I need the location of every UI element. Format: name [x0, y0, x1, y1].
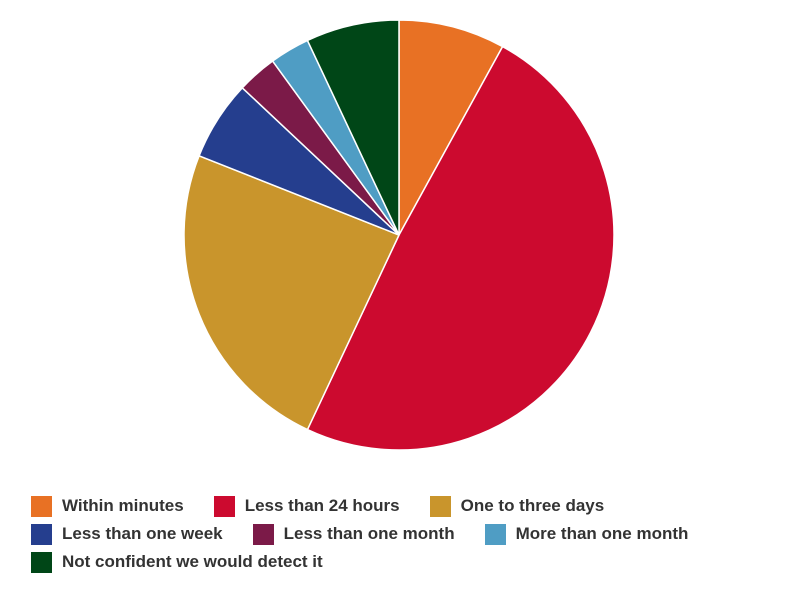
legend-label: One to three days — [460, 496, 605, 515]
pie-area — [183, 19, 615, 451]
legend-swatch — [213, 495, 235, 517]
pie-slice — [398, 19, 504, 236]
legend-label: More than one month — [515, 524, 689, 543]
legend-item[interactable]: Not confident we would detect it — [31, 551, 323, 573]
legend-item[interactable]: Less than one week — [31, 523, 223, 545]
legend-item[interactable]: More than one month — [484, 523, 689, 545]
legend-label: Within minutes — [62, 496, 184, 515]
legend-swatch — [252, 523, 274, 545]
legend-swatch — [31, 523, 52, 545]
legend-label: Less than one month — [283, 524, 455, 543]
legend-item[interactable]: Less than 24 hours — [213, 495, 400, 517]
legend-label: Not confident we would detect it — [62, 552, 323, 571]
legend-label: Less than 24 hours — [244, 496, 400, 515]
legend-swatch — [31, 551, 52, 573]
legend-item[interactable]: Within minutes — [31, 495, 184, 517]
legend: Within minutes Less than 24 hours One to t… — [31, 495, 776, 573]
legend-label: Less than one week — [62, 524, 223, 543]
legend-swatch — [429, 495, 451, 517]
legend-swatch — [31, 495, 52, 517]
pie-slice — [183, 154, 401, 431]
legend-item[interactable]: Less than one month — [252, 523, 455, 545]
legend-swatch — [484, 523, 506, 545]
legend-item[interactable]: One to three days — [429, 495, 605, 517]
pie-slice — [306, 19, 400, 236]
pie-slice — [306, 45, 615, 451]
